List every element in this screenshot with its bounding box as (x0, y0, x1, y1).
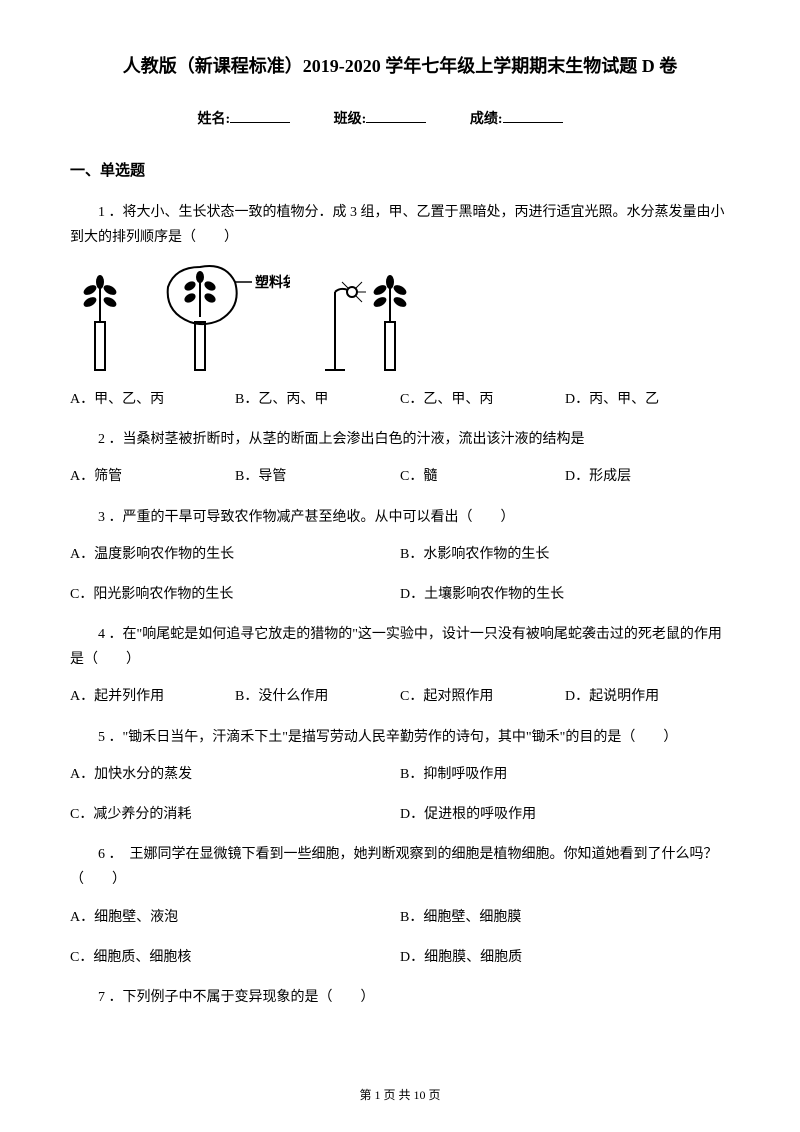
question-5-options-1: A．加快水分的蒸发 B．抑制呼吸作用 (70, 762, 730, 787)
question-2: 2 ．当桑树茎被折断时，从茎的断面上会渗出白色的汁液，流出该汁液的结构是 (70, 427, 730, 452)
option-b: B．抑制呼吸作用 (400, 762, 730, 787)
option-d: D．形成层 (565, 464, 730, 489)
page-footer: 第 1 页 共 10 页 (0, 1085, 800, 1107)
option-a: A．温度影响农作物的生长 (70, 542, 400, 567)
score-blank[interactable] (503, 122, 563, 123)
option-c: C．起对照作用 (400, 684, 565, 709)
question-6-options-2: C．细胞质、细胞核 D．细胞膜、细胞质 (70, 945, 730, 970)
option-c: C．细胞质、细胞核 (70, 945, 400, 970)
option-b: B．导管 (235, 464, 400, 489)
question-1: 1 ．将大小、生长状态一致的植物分．成 3 组，甲、乙置于黑暗处，丙进行适宜光照… (70, 200, 730, 250)
question-5-options-2: C．减少养分的消耗 D．促进根的呼吸作用 (70, 802, 730, 827)
option-b: B．没什么作用 (235, 684, 400, 709)
plant-a-icon (70, 272, 130, 372)
option-d: D．起说明作用 (565, 684, 730, 709)
option-b: B．细胞壁、细胞膜 (400, 905, 730, 930)
option-b: B．乙、丙、甲 (235, 387, 400, 412)
option-c: C．阳光影响农作物的生长 (70, 582, 400, 607)
option-c: C．乙、甲、丙 (400, 387, 565, 412)
question-6-options-1: A．细胞壁、液泡 B．细胞壁、细胞膜 (70, 905, 730, 930)
option-c: C．髓 (400, 464, 565, 489)
option-a: A．加快水分的蒸发 (70, 762, 400, 787)
question-4: 4 ．在"响尾蛇是如何追寻它放走的猎物的"这一实验中，设计一只没有被响尾蛇袭击过… (70, 622, 730, 672)
name-blank[interactable] (230, 122, 290, 123)
question-3-options-1: A．温度影响农作物的生长 B．水影响农作物的生长 (70, 542, 730, 567)
question-2-options: A．筛管 B．导管 C．髓 D．形成层 (70, 464, 730, 489)
section-header: 一、单选题 (70, 158, 730, 185)
option-d: D．细胞膜、细胞质 (400, 945, 730, 970)
plant-b-icon: 塑料袋 (160, 262, 290, 372)
option-a: A．甲、乙、丙 (70, 387, 235, 412)
option-a: A．细胞壁、液泡 (70, 905, 400, 930)
question-6: 6 ． 王娜同学在显微镜下看到一些细胞，她判断观察到的细胞是植物细胞。你知道她看… (70, 842, 730, 892)
option-c: C．减少养分的消耗 (70, 802, 400, 827)
option-d: D．丙、甲、乙 (565, 387, 730, 412)
question-1-figure: 塑料袋 (70, 262, 730, 372)
option-d: D．促进根的呼吸作用 (400, 802, 730, 827)
question-3-options-2: C．阳光影响农作物的生长 D．土壤影响农作物的生长 (70, 582, 730, 607)
option-b: B．水影响农作物的生长 (400, 542, 730, 567)
question-1-options: A．甲、乙、丙 B．乙、丙、甲 C．乙、甲、丙 D．丙、甲、乙 (70, 387, 730, 412)
question-4-options: A．起并列作用 B．没什么作用 C．起对照作用 D．起说明作用 (70, 684, 730, 709)
question-3: 3 ．严重的干旱可导致农作物减产甚至绝收。从中可以看出（ ） (70, 505, 730, 530)
plant-c-icon (320, 262, 420, 372)
option-d: D．土壤影响农作物的生长 (400, 582, 730, 607)
class-blank[interactable] (366, 122, 426, 123)
option-a: A．起并列作用 (70, 684, 235, 709)
class-label: 班级: (334, 112, 367, 127)
option-a: A．筛管 (70, 464, 235, 489)
exam-title: 人教版（新课程标准）2019-2020 学年七年级上学期期末生物试题 D 卷 (70, 50, 730, 82)
bag-label: 塑料袋 (255, 274, 290, 291)
name-label: 姓名: (197, 112, 230, 127)
score-label: 成绩: (470, 112, 503, 127)
question-5: 5 ．"锄禾日当午，汗滴禾下土"是描写劳动人民辛勤劳作的诗句，其中"锄禾"的目的… (70, 725, 730, 750)
student-info: 姓名: 班级: 成绩: (70, 107, 730, 132)
question-7: 7 ．下列例子中不属于变异现象的是（ ） (70, 985, 730, 1010)
